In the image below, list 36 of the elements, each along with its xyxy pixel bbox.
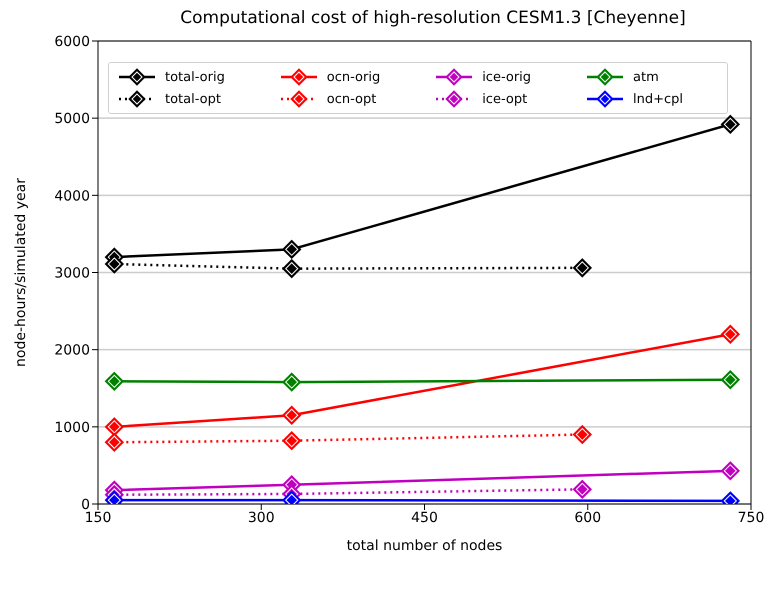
y-tick-label: 1000 <box>54 420 90 436</box>
y-tick-label: 2000 <box>54 342 90 359</box>
point <box>282 372 302 392</box>
point <box>720 114 740 134</box>
point <box>720 324 740 344</box>
point <box>720 370 740 390</box>
point <box>572 425 592 444</box>
legend-label: lnd+cpl <box>633 92 684 106</box>
point <box>572 480 592 499</box>
legend-label: atm <box>633 70 659 84</box>
point <box>282 240 302 259</box>
legend-label: ice-orig <box>482 70 532 84</box>
x-tick-label: 600 <box>574 510 602 526</box>
legend-label: ocn-orig <box>326 70 380 84</box>
point <box>282 259 302 278</box>
point <box>104 417 124 436</box>
y-tick-label: 4000 <box>54 188 90 204</box>
legend-label: ice-opt <box>482 92 528 106</box>
y-tick-label: 3000 <box>54 265 90 282</box>
x-axis-title: total number of nodes <box>346 538 502 554</box>
x-tick-label: 750 <box>738 510 764 526</box>
x-tick-label: 300 <box>248 510 275 526</box>
point <box>282 431 302 450</box>
point <box>572 258 592 278</box>
point <box>282 406 302 425</box>
point <box>720 461 740 480</box>
point <box>104 372 124 391</box>
point <box>104 432 124 452</box>
legend-label: total-opt <box>165 92 221 106</box>
chart-title: Computational cost of high-resolution CESM1.3 [Cheyenne] <box>179 8 687 28</box>
y-axis-title: node-hours/simulated year <box>12 178 29 367</box>
legend-label: ocn-opt <box>326 92 376 106</box>
y-tick-label: 6000 <box>54 34 90 50</box>
x-tick-label: 450 <box>411 510 438 526</box>
y-tick-label: 5000 <box>54 111 90 128</box>
legend-label: total-orig <box>165 70 225 84</box>
